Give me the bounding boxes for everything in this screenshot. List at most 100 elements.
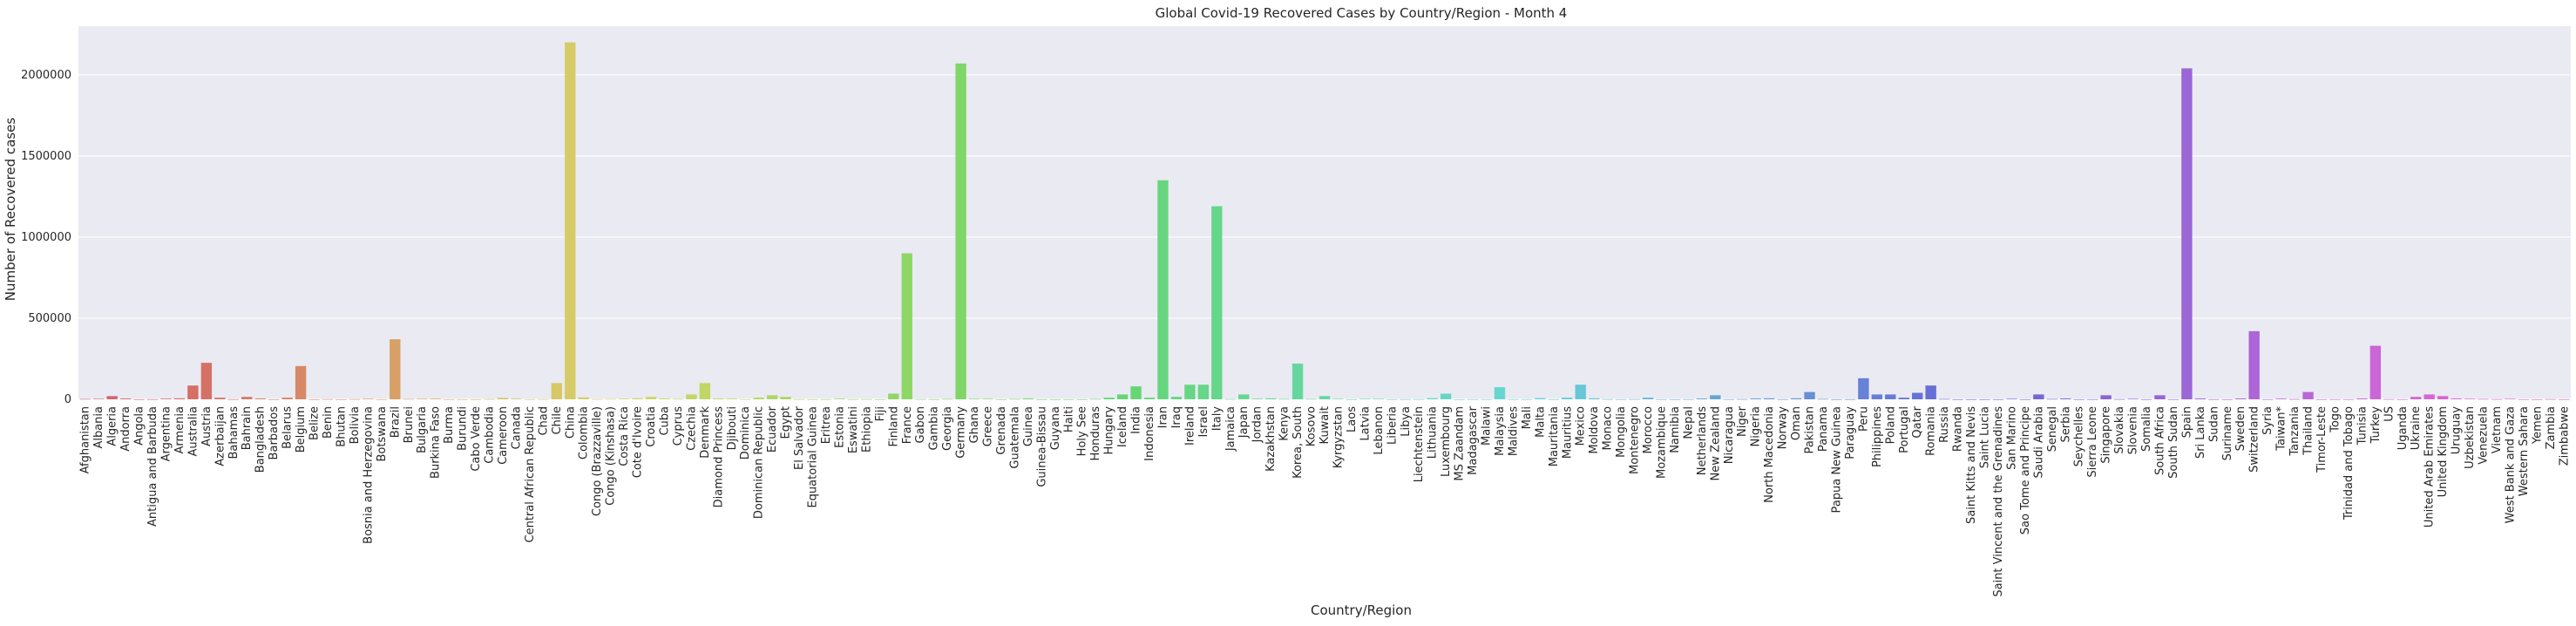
bar (1952, 398, 1963, 400)
bar (336, 398, 347, 400)
x-tick-label: Togo (2329, 406, 2342, 433)
bar (1251, 398, 1263, 399)
bar (955, 63, 966, 400)
x-tick-label: Mauritius (1561, 406, 1574, 459)
bar (403, 398, 414, 400)
bar (2181, 68, 2193, 400)
bar (322, 398, 334, 400)
bar (1211, 206, 1223, 399)
x-tick-label: Kenya (1278, 406, 1291, 441)
x-tick-label: Philippines (1871, 406, 1884, 467)
x-tick-label: Australia (186, 406, 200, 457)
x-tick-label: Saudi Arabia (2032, 406, 2045, 479)
x-tick-label: Finland (887, 406, 900, 446)
bar (417, 398, 428, 400)
x-tick-label: Mexico (1575, 406, 1588, 446)
x-tick-label: Djibouti (726, 406, 739, 450)
bar (847, 398, 859, 400)
bar (1090, 398, 1102, 400)
bar (1319, 396, 1331, 399)
bar (1898, 398, 1909, 399)
bar (861, 398, 872, 400)
bar (699, 383, 711, 399)
bar (1197, 384, 1210, 399)
x-tick-label: Oman (1790, 406, 1803, 440)
x-tick-label: Colombia (578, 406, 591, 459)
x-tick-label: Denmark (699, 406, 712, 459)
x-tick-label: Ukraine (2410, 406, 2423, 450)
x-tick-label: Uganda (2396, 406, 2410, 450)
bar (686, 394, 697, 399)
bar (484, 398, 495, 400)
bar (1157, 180, 1169, 399)
x-tick-label: Jordan (1251, 406, 1264, 443)
bar (2464, 398, 2476, 400)
bar (430, 398, 441, 399)
bar (1481, 398, 1492, 400)
bar (928, 398, 939, 400)
x-tick-label: India (1130, 406, 1143, 434)
x-tick-label: US (2383, 406, 2396, 422)
bar (1170, 397, 1183, 399)
x-tick-label: Bangladesh (254, 406, 268, 473)
x-tick-label: Hungary (1103, 406, 1116, 455)
bar (2315, 398, 2328, 400)
x-tick-label: Timor-Leste (2315, 406, 2329, 473)
x-tick-label: Czechia (685, 406, 698, 451)
x-tick-label: Indonesia (1143, 406, 1156, 461)
x-tick-label: Croatia (645, 406, 658, 447)
bar (1885, 394, 1896, 399)
bar (1440, 393, 1452, 399)
bar (2518, 398, 2530, 400)
x-tick-label: Tanzania (2288, 406, 2301, 457)
x-tick-label: Poland (1884, 406, 1897, 444)
bar (187, 385, 199, 399)
bar (2491, 398, 2503, 400)
x-tick-label: United Kingdom (2437, 406, 2450, 497)
bar (2194, 398, 2207, 399)
x-tick-label: Trinidad and Tobago (2342, 406, 2356, 521)
bar (1332, 398, 1344, 400)
x-tick-label: Egypt (780, 406, 793, 439)
bar (2221, 398, 2233, 400)
x-tick-label: Mali (1521, 406, 1534, 429)
bar (1454, 398, 1465, 400)
bar (1049, 398, 1061, 400)
bar (2545, 398, 2556, 400)
x-tick-label: Georgia (941, 406, 954, 451)
x-tick-label: Saint Lucia (1979, 406, 1992, 468)
bar (173, 398, 186, 399)
bar (390, 339, 401, 399)
x-tick-label: Libya (1400, 406, 1413, 437)
bar (1494, 387, 1506, 399)
bar (834, 398, 845, 399)
x-tick-label: Korea, South (1291, 406, 1305, 479)
bar (1305, 398, 1317, 400)
x-tick-label: Uruguay (2451, 406, 2464, 455)
bar (2208, 398, 2220, 400)
y-tick-label: 500000 (28, 312, 71, 325)
bar (1938, 398, 1950, 400)
x-tick-label: Zambia (2545, 406, 2558, 449)
x-tick-label: Sierra Leone (2086, 406, 2099, 478)
x-tick-label: Ghana (968, 406, 981, 444)
bar (2410, 397, 2422, 399)
x-tick-label: Guinea (1022, 406, 1035, 446)
x-tick-label: Sao Tome and Principe (2019, 406, 2032, 534)
bar (2019, 398, 2031, 400)
x-tick-label: Ireland (1183, 406, 1196, 446)
bar (901, 253, 912, 399)
x-tick-label: Central African Republic (524, 406, 537, 542)
x-tick-label: North Macedonia (1763, 406, 1776, 503)
bar (1009, 398, 1020, 400)
x-tick-label: Ecuador (766, 405, 779, 452)
x-tick-label: Somalia (2140, 406, 2153, 452)
bar (1750, 398, 1761, 399)
x-tick-label: Austria (200, 406, 214, 446)
bar (1535, 398, 1546, 399)
x-tick-label: Greece (982, 406, 995, 446)
bar (2127, 398, 2139, 400)
x-tick-label: Mongolia (1615, 406, 1628, 458)
bar (780, 397, 791, 399)
x-tick-label: Burma (443, 406, 456, 444)
